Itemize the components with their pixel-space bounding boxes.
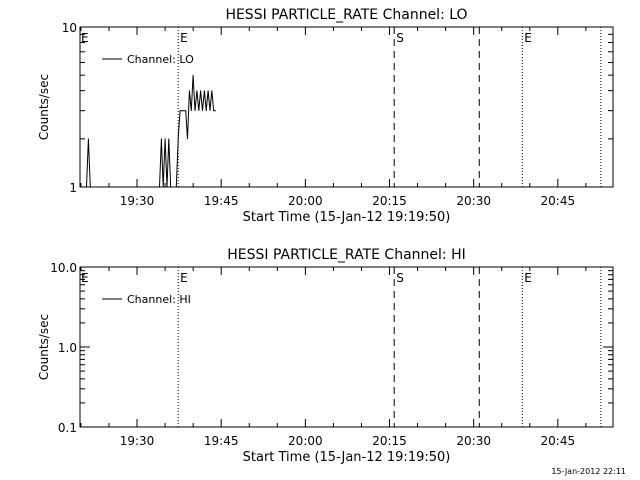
marker-label: E — [180, 31, 188, 45]
marker-label: E — [180, 271, 188, 285]
data-point — [190, 110, 192, 112]
x-tick-label: 20:00 — [288, 434, 323, 448]
data-point — [187, 138, 188, 140]
x-axis-label: Start Time (15-Jan-12 19:19:50) — [243, 210, 451, 225]
plot-frame — [79, 266, 614, 428]
y-tick-label: 10.0 — [50, 261, 77, 275]
data-point — [198, 110, 200, 112]
panel-lo: HESSI PARTICLE_RATE Channel: LO Counts/se… — [37, 7, 614, 225]
data-point — [209, 110, 211, 112]
data-point — [196, 90, 198, 92]
data-point — [179, 110, 181, 112]
data-point — [86, 186, 87, 188]
x-tick-label: 20:30 — [456, 434, 491, 448]
data-point — [194, 110, 196, 112]
x-tick-label: 20:15 — [372, 434, 407, 448]
legend-label: Channel: HI — [127, 293, 191, 306]
data-point — [160, 138, 162, 140]
data-point — [175, 186, 177, 188]
chart-title: HESSI PARTICLE_RATE Channel: LO — [225, 7, 467, 23]
data-point — [211, 90, 213, 92]
footer-timestamp: 15-Jan-2012 22:11 — [551, 467, 626, 476]
x-tick-label: 19:30 — [120, 194, 155, 208]
chart-title: HESSI PARTICLE_RATE Channel: HI — [227, 247, 465, 263]
data-point — [162, 186, 164, 188]
x-tick-label: 20:30 — [456, 194, 491, 208]
x-tick-label: 20:45 — [541, 434, 576, 448]
data-point — [177, 138, 179, 140]
data-point — [192, 74, 194, 76]
data-point — [189, 90, 190, 92]
plot-frame — [79, 26, 614, 188]
x-tick-label: 19:30 — [120, 434, 155, 448]
y-tick-label: 1 — [69, 181, 77, 195]
y-axis-label: Counts/sec — [37, 314, 51, 380]
data-point — [89, 186, 91, 188]
x-tick-label: 20:45 — [541, 194, 576, 208]
x-axis-label: Start Time (15-Jan-12 19:19:50) — [243, 450, 451, 465]
marker-label-left-edge: E — [81, 31, 89, 45]
data-point — [207, 90, 209, 92]
series-line — [86, 75, 216, 188]
data-point — [170, 186, 172, 188]
data-point — [213, 110, 215, 112]
marker-label-left-edge: E — [81, 271, 89, 285]
data-point — [200, 90, 202, 92]
y-tick-label: 1.0 — [58, 341, 77, 355]
y-tick-label: 10 — [62, 21, 77, 35]
data-point — [185, 110, 187, 112]
data-point — [203, 90, 205, 92]
data-point — [88, 138, 89, 140]
data-point — [202, 110, 203, 112]
data-point — [205, 110, 207, 112]
data-point — [91, 186, 93, 188]
marker-label: S — [396, 271, 404, 285]
data-point — [181, 110, 183, 112]
x-tick-label: 20:00 — [288, 194, 323, 208]
y-tick-label: 0.1 — [58, 421, 77, 435]
x-tick-label: 20:15 — [372, 194, 407, 208]
x-tick-label: 19:45 — [204, 434, 239, 448]
data-point — [183, 110, 185, 112]
x-tick-label: 19:45 — [204, 194, 239, 208]
y-axis-label: Counts/sec — [37, 74, 51, 140]
marker-label: E — [524, 31, 532, 45]
data-point — [164, 138, 166, 140]
panel-hi: HESSI PARTICLE_RATE Channel: HI Counts/se… — [37, 247, 614, 465]
legend-label: Channel: LO — [127, 53, 194, 66]
data-point — [159, 186, 160, 188]
data-point — [168, 138, 170, 140]
data-point — [166, 186, 168, 188]
marker-label: S — [396, 31, 404, 45]
marker-label: E — [524, 271, 532, 285]
data-point — [215, 110, 216, 112]
